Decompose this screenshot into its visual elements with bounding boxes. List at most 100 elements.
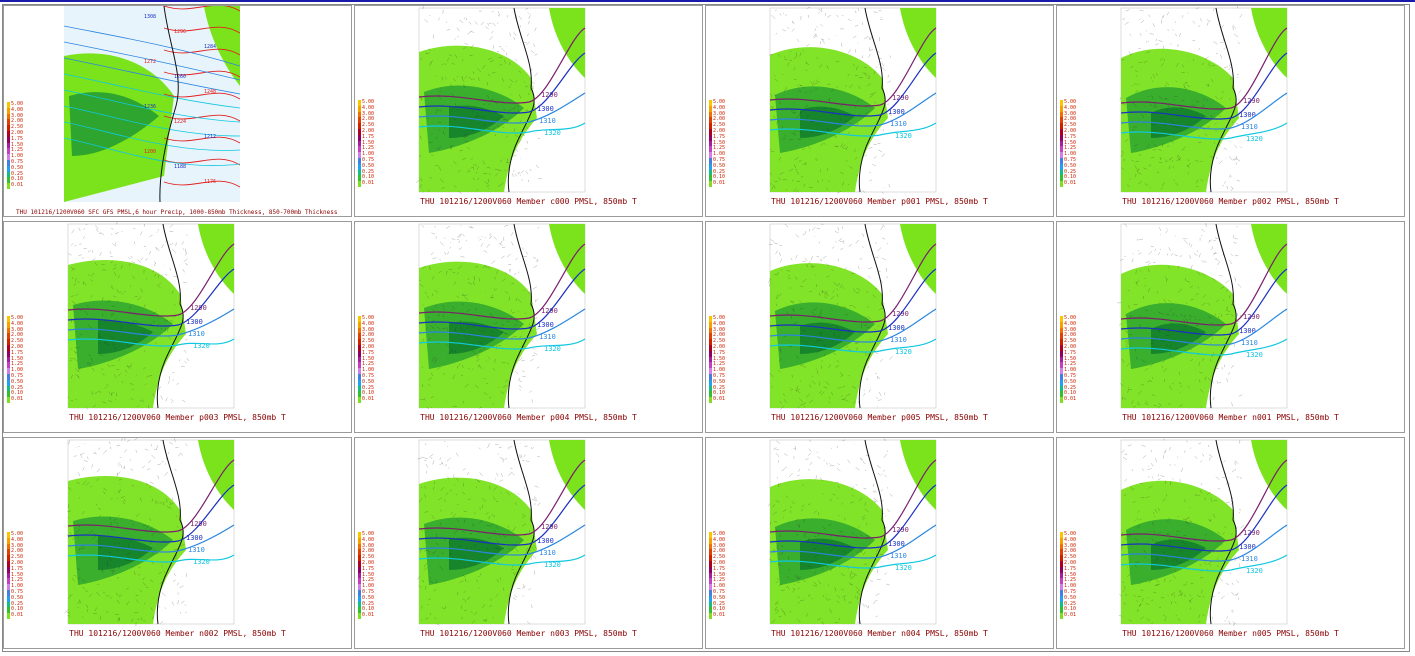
legend-swatch (358, 589, 361, 596)
coastline (858, 7, 886, 193)
legend-swatch (358, 111, 361, 118)
legend-swatch (358, 560, 361, 567)
legend-swatch (7, 119, 10, 126)
legend-row: 0.25 (1060, 385, 1084, 392)
legend-value: 3.00 (713, 542, 726, 549)
legend-row: 0.75 (358, 157, 382, 164)
thickness-contour (63, 105, 241, 137)
legend-value: 3.00 (362, 326, 375, 333)
legend-swatch (1060, 123, 1063, 129)
legend-value: 4.00 (713, 536, 726, 543)
legend-swatch (1060, 601, 1063, 608)
legend-row: 4.00 (709, 105, 733, 112)
thickness-contour-1290 (769, 27, 937, 107)
legend-row: 1.50 (709, 140, 733, 147)
legend-swatch (7, 183, 10, 189)
thickness-label: 1300 (888, 108, 905, 116)
legend-row: 2.00 (709, 128, 733, 135)
thickness-label: 1320 (1246, 135, 1263, 143)
legend-swatch (709, 327, 712, 334)
legend-value: 1.25 (713, 361, 726, 368)
thickness-contour-1290 (67, 459, 235, 533)
legend-value: 2.50 (362, 554, 375, 561)
legend-swatch (709, 140, 712, 147)
thickness-label: 1310 (1241, 123, 1258, 131)
legend-swatch (709, 321, 712, 328)
legend-row: 0.01 (709, 396, 733, 403)
legend-value: 0.10 (713, 174, 726, 181)
legend-swatch (7, 397, 10, 403)
legend-row: 0.50 (709, 379, 733, 386)
legend-swatch (358, 105, 361, 112)
legend-swatch (709, 572, 712, 579)
thickness-contour-1290 (1120, 459, 1288, 542)
gfs-map-area: 1308 1296 1284 1272 1260 1248 1236 1224 1212 1200… (63, 6, 241, 203)
precip-legend: 5.00 4.00 3.00 2.00 2.50 2.00 1.75 1.50 1.25 1.00… (7, 101, 31, 189)
legend-row: 0.75 (7, 158, 31, 166)
precip-legend: 5.00 4.00 3.00 2.00 2.50 2.00 1.75 1.50 1.25 1.00… (358, 315, 382, 403)
legend-value: 1.75 (11, 135, 24, 142)
legend-swatch (1060, 175, 1063, 182)
legend-value: 0.75 (11, 158, 24, 165)
legend-value: 1.50 (713, 571, 726, 578)
precip-area-ocean (1251, 440, 1287, 510)
legend-swatch (709, 169, 712, 176)
legend-value: 0.75 (11, 372, 24, 379)
legend-value: 0.01 (1064, 612, 1077, 619)
legend-row: 2.50 (7, 554, 31, 561)
legend-row: 0.25 (1060, 169, 1084, 176)
legend-swatch (7, 555, 10, 561)
legend-value: 0.01 (713, 396, 726, 403)
legend-row: 1.50 (1060, 356, 1084, 363)
legend-swatch (358, 181, 361, 187)
map-svg: 1308 1296 1284 1272 1260 1248 1236 1224 1212 1200… (63, 6, 241, 203)
legend-swatch (7, 327, 10, 334)
legend-row: 1.25 (7, 361, 31, 369)
thickness-label: 1310 (890, 336, 907, 344)
legend-swatch (7, 171, 10, 178)
legend-row: 1.50 (1060, 140, 1084, 147)
legend-swatch (7, 566, 10, 573)
legend-value: 0.75 (11, 588, 24, 595)
legend-value: 1.00 (1064, 151, 1077, 158)
contour-label: 1260 (174, 74, 186, 80)
legend-value: 0.25 (11, 170, 24, 177)
legend-swatch (7, 339, 10, 345)
thickness-label: 1290 (190, 520, 207, 528)
legend-row: 0.01 (358, 396, 382, 403)
contour-label: 1200 (144, 149, 156, 155)
legend-row: 0.25 (358, 385, 382, 392)
legend-row: 0.10 (358, 606, 382, 614)
thickness-label: 1300 (888, 324, 905, 332)
map-area (767, 438, 937, 625)
legend-swatch (358, 339, 361, 345)
legend-swatch (709, 549, 712, 556)
legend-value: 1.25 (713, 577, 726, 584)
legend-swatch (358, 117, 361, 124)
legend-swatch (358, 350, 361, 357)
panel-member: 1290 1300 1310 1320 5.00 4.00 3.00 2.00 2.50 2.00… (705, 221, 1054, 433)
thickness-label: 1300 (888, 540, 905, 548)
legend-swatch (709, 128, 712, 135)
legend-row: 1.75 (358, 566, 382, 573)
precip-area-dark (98, 319, 153, 354)
thickness-contour-1310 (67, 524, 235, 553)
precip-area-dark (1151, 323, 1206, 354)
legend-value: 0.50 (11, 164, 24, 171)
legend-row: 3.00 (358, 111, 382, 118)
legend-swatch (358, 368, 361, 374)
legend-swatch (1060, 532, 1063, 538)
legend-swatch (7, 560, 10, 567)
legend-swatch (709, 543, 712, 550)
panel-member: 1290 1300 1310 1320 5.00 4.00 3.00 2.00 2.50 2.00… (3, 221, 352, 433)
legend-value: 4.00 (713, 320, 726, 327)
legend-swatch (1060, 350, 1063, 357)
county-lines (1119, 6, 1243, 192)
isobar (163, 26, 241, 34)
map-area (768, 223, 937, 410)
thickness-contour-1300 (67, 268, 235, 327)
legend-swatch (7, 368, 10, 374)
county-lines (768, 223, 893, 410)
legend-row: 4.00 (709, 320, 733, 328)
map-area (415, 6, 586, 195)
